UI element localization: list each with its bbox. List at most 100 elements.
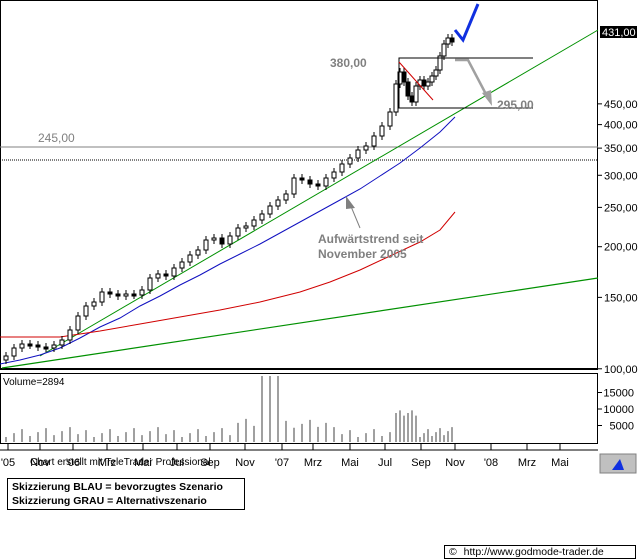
candle-body — [445, 37, 451, 45]
corner-arrow-icon[interactable] — [612, 459, 624, 470]
candle-body — [323, 177, 329, 187]
x-tick-label: Mai — [134, 457, 152, 469]
chart-credit: Chart erstellt mit TeleTrader Profession… — [30, 457, 211, 468]
candle-body — [307, 179, 313, 185]
candle-body — [413, 85, 419, 103]
candle-body — [393, 83, 399, 113]
x-tick-label: Jul — [378, 457, 392, 469]
candle-body — [409, 95, 415, 103]
price-axis: 100,00 150,00 200,00 250,00 300,00 350,00 400,… — [598, 99, 638, 376]
x-tick-label: Mai — [551, 457, 569, 469]
grey-scenario-path — [455, 58, 490, 99]
x-axis: '05 Nov '06 Mrz Mai Jul Sep Nov '07 Mrz Mai Jul Sep N… — [0, 443, 598, 469]
candle-body — [433, 69, 439, 77]
candle-body — [387, 111, 393, 127]
candle-body — [171, 267, 177, 277]
candle-body — [251, 219, 257, 227]
candle-body — [195, 249, 201, 256]
volume-tick-label: 15000 — [603, 388, 634, 400]
candle-body — [211, 237, 217, 241]
x-tick-label: Mrz — [304, 457, 322, 469]
candle-body — [131, 293, 137, 297]
candle-body — [259, 213, 265, 221]
candle-body — [203, 239, 209, 251]
candle-body — [339, 163, 345, 173]
price-tick-label: 300,00 — [604, 170, 638, 182]
x-tick-label: Sep — [200, 457, 220, 469]
x-tick-label: Nov — [235, 457, 255, 469]
trendline-steep — [39, 29, 599, 357]
candle-body — [99, 291, 105, 303]
level-295-label: 295,00 — [497, 98, 534, 112]
candle-body — [27, 343, 33, 347]
candle-body — [315, 183, 321, 187]
candle-body — [275, 199, 281, 207]
candle-body — [291, 177, 297, 195]
candle-body — [355, 149, 361, 159]
candle-body — [11, 347, 17, 357]
price-tick-label: 100,00 — [604, 364, 638, 376]
price-tick-label: 350,00 — [604, 143, 638, 155]
price-tick-label: 400,00 — [604, 120, 638, 132]
volume-label: Volume=2894 — [3, 377, 65, 388]
candle-body — [91, 301, 97, 307]
candle-body — [243, 225, 249, 229]
candle-body — [331, 171, 337, 179]
legend-grey-scenario: Skizzierung GRAU = Alternativszenario — [12, 495, 207, 507]
price-candles — [3, 34, 455, 364]
candle-body — [19, 343, 25, 349]
x-tick-label: Mrz — [518, 457, 536, 469]
candle-body — [441, 43, 447, 57]
candle-body — [227, 235, 233, 245]
candle-body — [235, 227, 241, 237]
price-tick-label: 200,00 — [604, 242, 638, 254]
x-tick-label: '06 — [66, 457, 80, 469]
candle-body — [115, 293, 121, 297]
level-380-label: 380,00 — [330, 56, 367, 70]
volume-bars — [5, 376, 453, 442]
candle-body — [267, 205, 273, 215]
candle-body — [347, 157, 353, 165]
current-price-box — [600, 26, 637, 38]
candle-body — [163, 273, 169, 277]
candle-body — [147, 277, 153, 291]
candle-body — [401, 71, 407, 83]
price-panel-frame — [0, 0, 598, 370]
x-tick-label: Jul — [170, 457, 184, 469]
candle-body — [429, 75, 435, 83]
trend-label-line2: November 2005 — [318, 247, 407, 261]
trendline-flat — [1, 277, 599, 369]
candle-body — [75, 315, 81, 331]
candle-body — [83, 305, 89, 317]
candle-body — [43, 346, 49, 350]
moving-average-red — [59, 211, 456, 338]
level-245-label: 245,00 — [38, 131, 75, 145]
candle-body — [67, 329, 73, 341]
candle-body — [187, 254, 193, 263]
copyright-icon: © — [449, 546, 457, 558]
x-tick-label: Mai — [341, 457, 359, 469]
candle-body — [379, 125, 385, 137]
candle-body — [363, 145, 369, 151]
price-tick-label: 150,00 — [604, 292, 638, 304]
x-tick-label: '05 — [1, 457, 15, 469]
x-tick-label: Nov — [445, 457, 465, 469]
x-tick-label: '07 — [275, 457, 289, 469]
candle-body — [35, 344, 41, 348]
trend-annotation-arrowhead — [346, 196, 355, 209]
candle-body — [299, 177, 305, 181]
moving-average-blue — [0, 116, 456, 365]
volume-panel-frame — [0, 373, 598, 444]
candle-body — [421, 79, 427, 87]
candle-body — [155, 273, 161, 279]
range-box-380-295 — [398, 57, 533, 109]
candle-body — [371, 135, 377, 147]
red-marker-line — [398, 61, 434, 101]
volume-tick-label: 5000 — [610, 421, 634, 433]
trend-label-line1: Aufwärtstrend seit — [318, 232, 423, 246]
candle-body — [283, 193, 289, 201]
volume-axis: 5000 10000 15000 — [598, 388, 634, 433]
candle-body — [179, 261, 185, 269]
stock-chart: 245,00 380,00 295,00 Aufwärtstrend seit … — [0, 0, 638, 474]
x-tick-label: Mrz — [98, 457, 116, 469]
